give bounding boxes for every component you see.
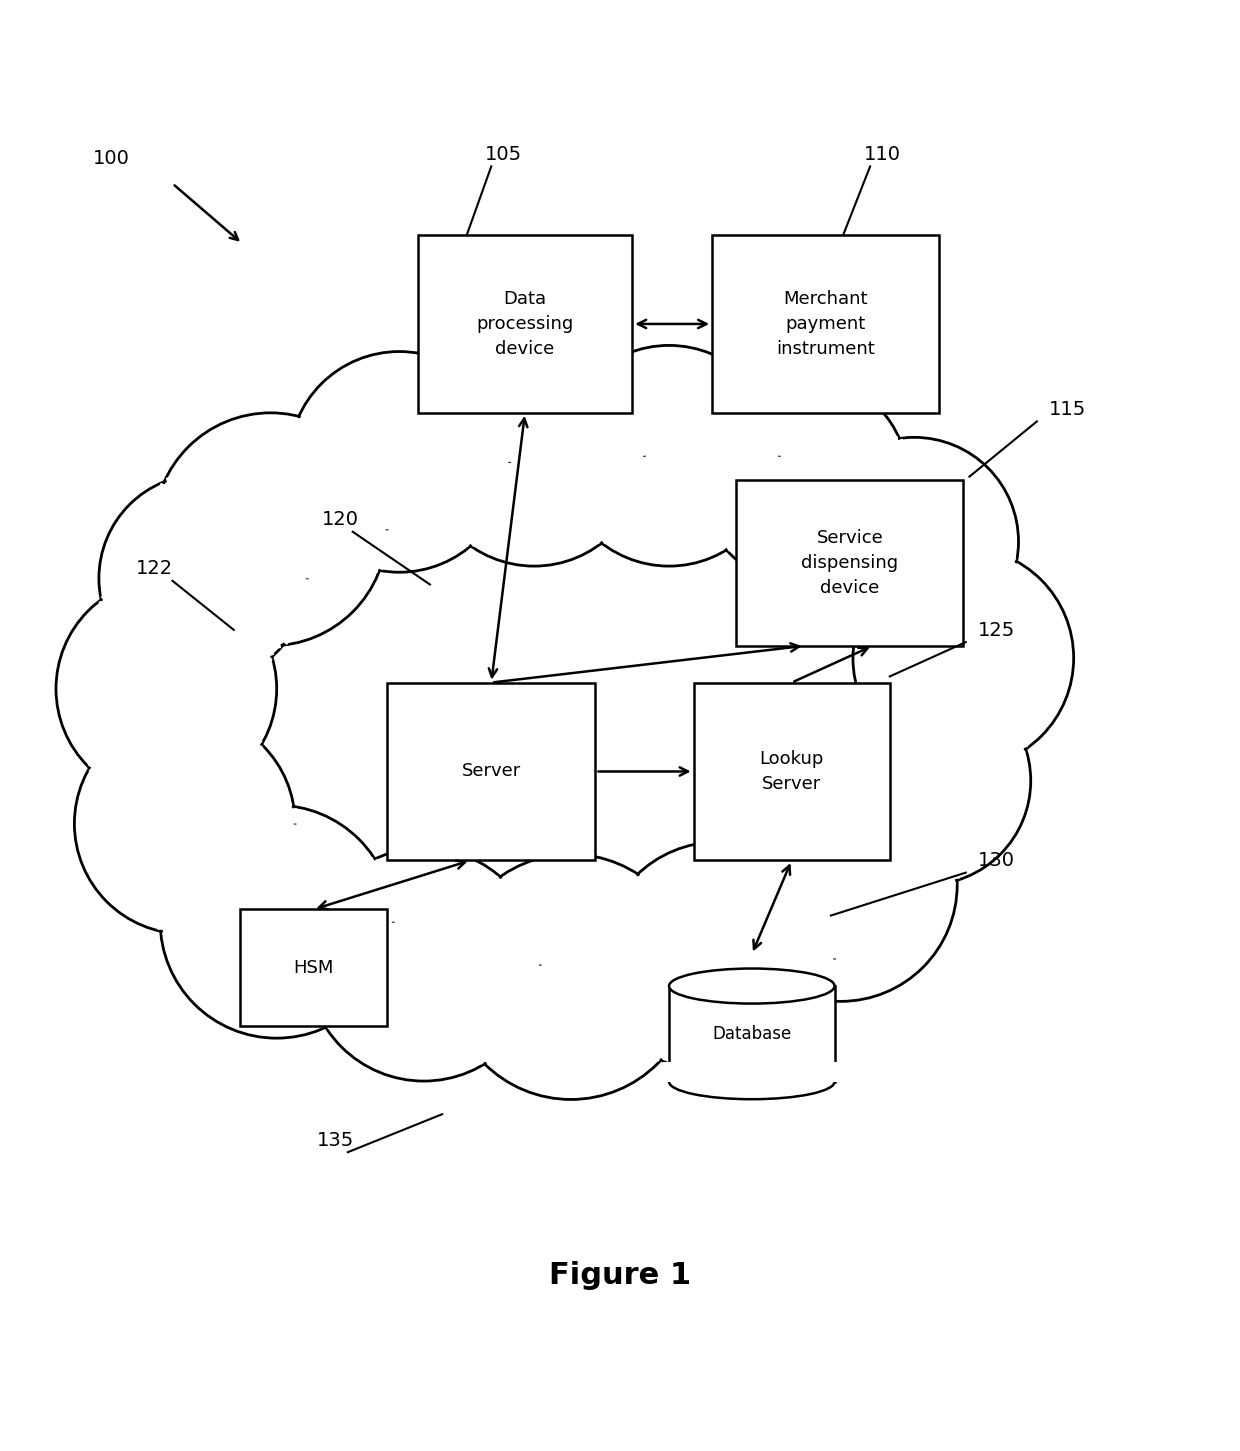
Text: Lookup
Server: Lookup Server [759, 750, 823, 794]
Text: 115: 115 [1049, 400, 1086, 419]
Circle shape [449, 855, 693, 1100]
Circle shape [154, 414, 387, 646]
Circle shape [724, 769, 957, 1001]
FancyBboxPatch shape [387, 682, 595, 860]
FancyBboxPatch shape [712, 235, 939, 414]
FancyBboxPatch shape [737, 480, 963, 646]
Circle shape [810, 437, 1018, 646]
Circle shape [822, 676, 1030, 885]
Polygon shape [663, 1062, 841, 1081]
Circle shape [424, 345, 645, 566]
Text: Server: Server [461, 762, 521, 781]
Circle shape [699, 376, 908, 585]
Text: 122: 122 [135, 560, 172, 579]
Circle shape [289, 351, 510, 572]
Text: Database: Database [712, 1024, 791, 1043]
Circle shape [601, 842, 835, 1075]
Circle shape [99, 474, 308, 682]
Circle shape [853, 547, 1074, 769]
Text: 125: 125 [978, 621, 1016, 640]
Circle shape [160, 805, 393, 1037]
Circle shape [56, 579, 277, 800]
Text: Service
dispensing
device: Service dispensing device [801, 530, 899, 596]
Text: 120: 120 [322, 511, 358, 530]
Text: 100: 100 [93, 148, 130, 168]
Text: 135: 135 [317, 1130, 355, 1149]
Text: 130: 130 [978, 852, 1016, 871]
Ellipse shape [670, 968, 835, 1004]
Text: 110: 110 [864, 145, 901, 164]
Circle shape [308, 849, 541, 1081]
Text: HSM: HSM [294, 959, 334, 977]
Circle shape [74, 714, 295, 934]
FancyBboxPatch shape [418, 235, 632, 414]
Ellipse shape [670, 1064, 835, 1100]
Text: Figure 1: Figure 1 [549, 1261, 691, 1290]
Text: 105: 105 [485, 145, 522, 164]
Text: Data
processing
device: Data processing device [476, 290, 574, 358]
Circle shape [559, 345, 780, 566]
FancyBboxPatch shape [239, 910, 387, 1026]
Text: Merchant
payment
instrument: Merchant payment instrument [776, 290, 874, 358]
Polygon shape [670, 987, 835, 1081]
FancyBboxPatch shape [693, 682, 890, 860]
